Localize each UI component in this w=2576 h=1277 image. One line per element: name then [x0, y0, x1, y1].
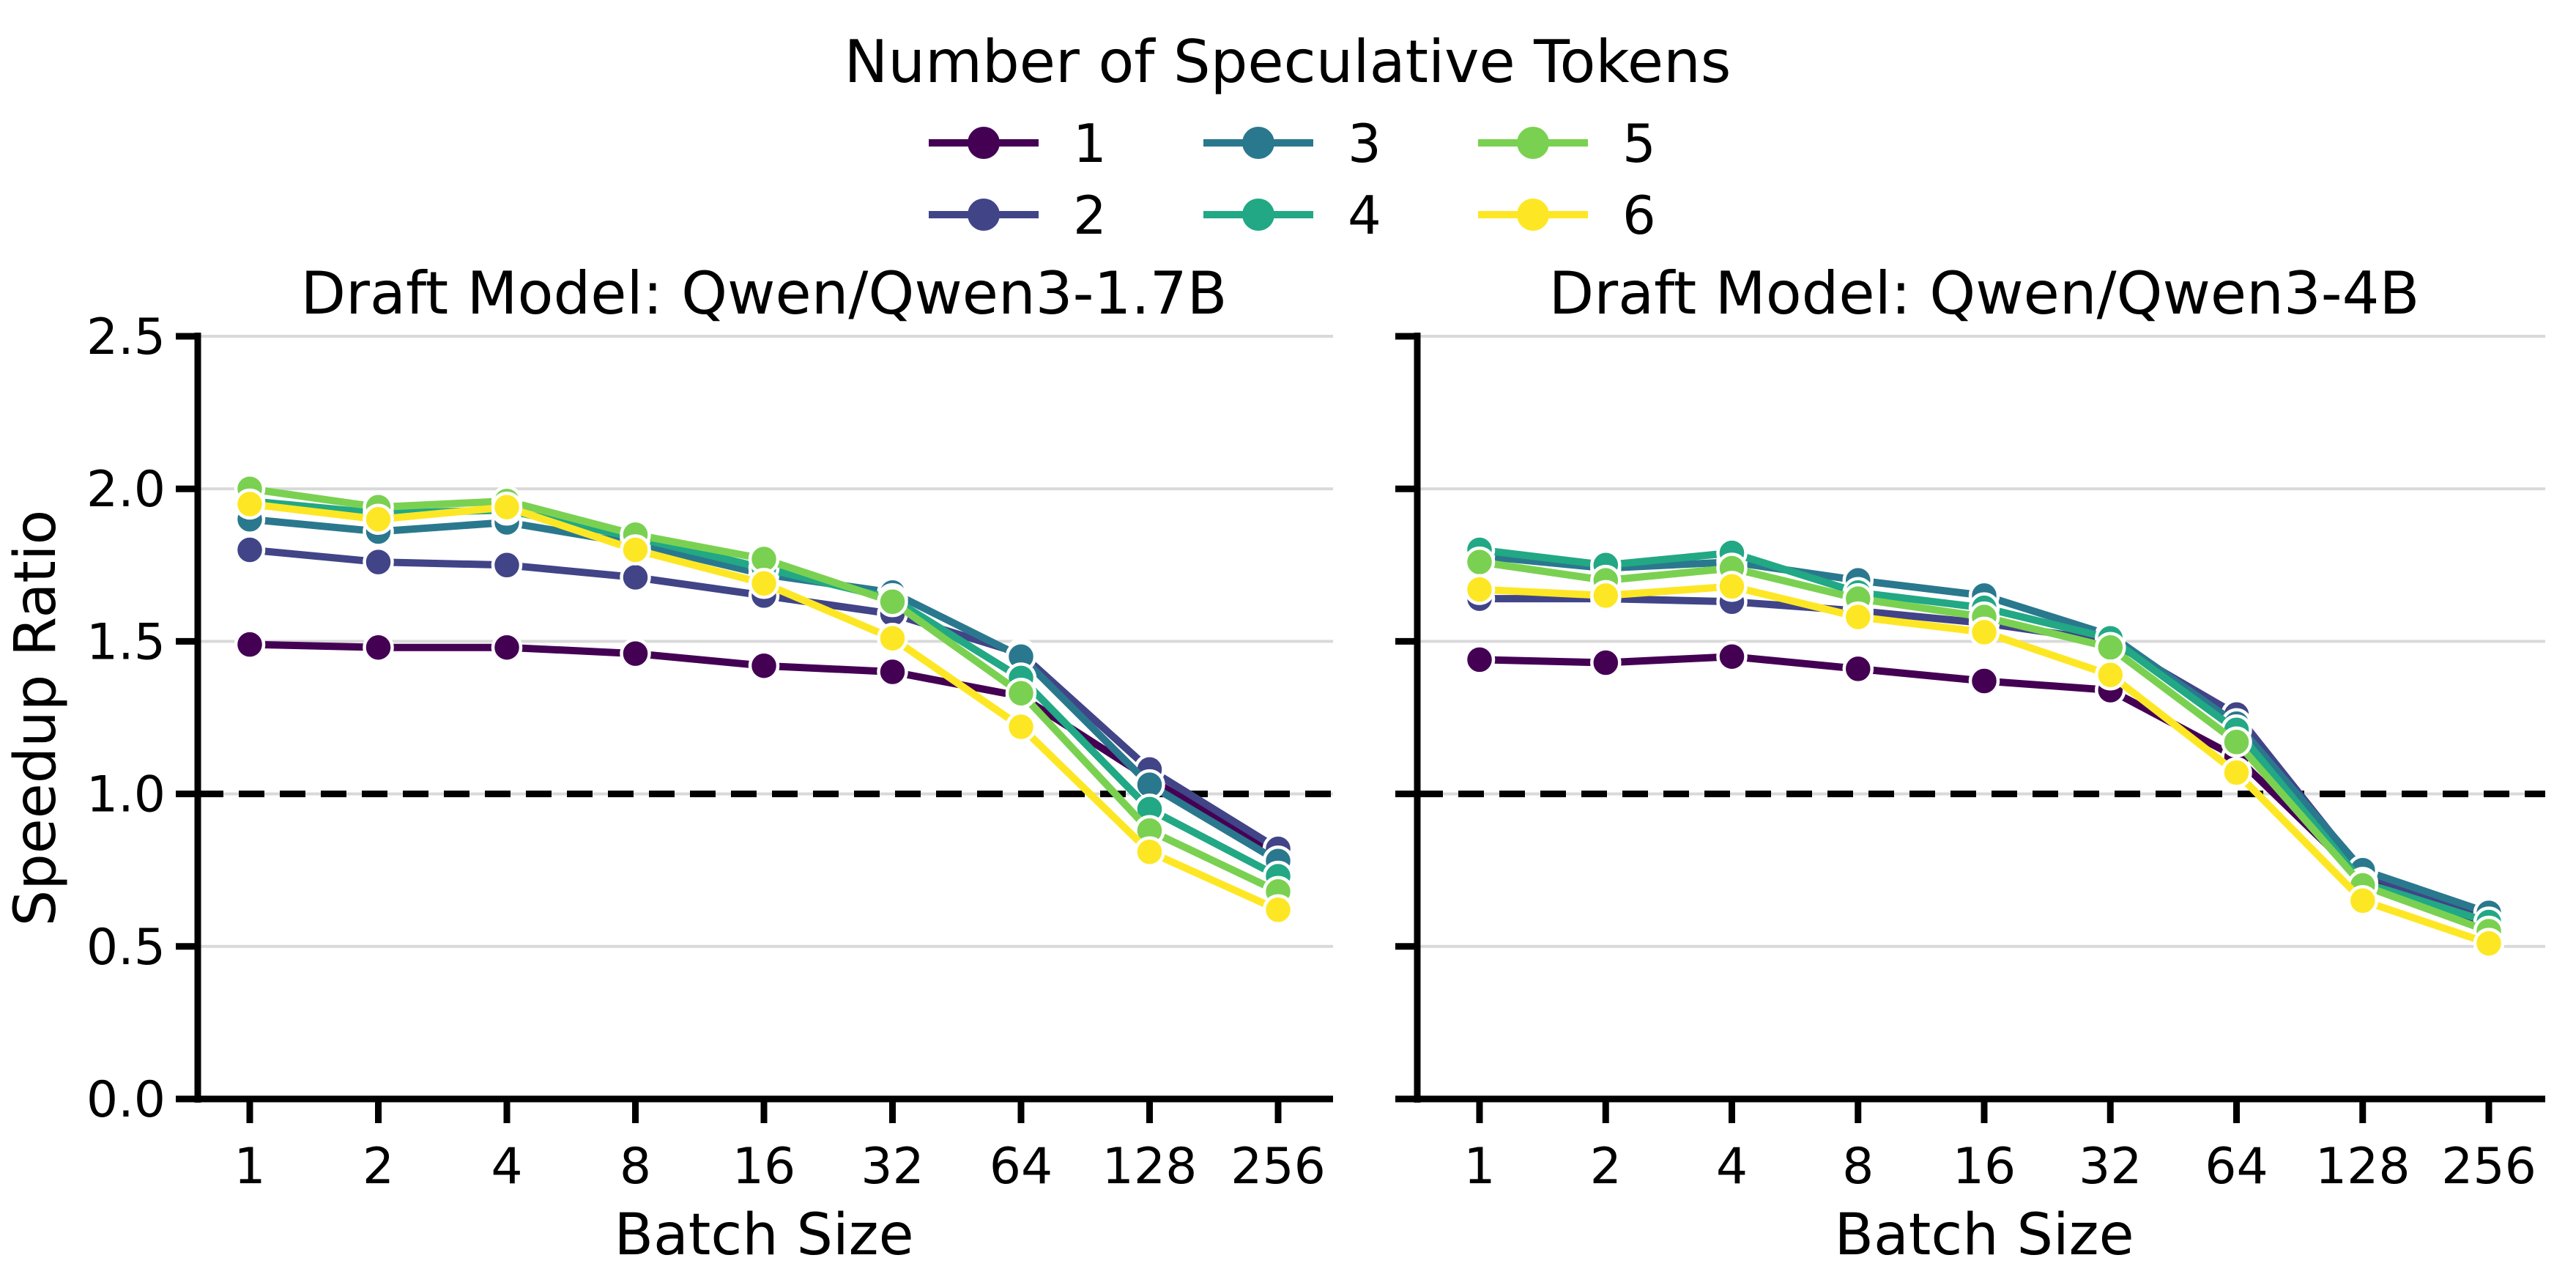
legend-marker-dot [1242, 199, 1274, 231]
panel-left: 0.0 0.5 1.0 1.5 2.0 2.5 1 2 4 8 16 32 64 128 256 Draft … [3, 259, 1333, 1268]
data-point [1005, 711, 1037, 743]
data-point [748, 568, 780, 599]
data-point [877, 656, 908, 688]
x-tick-label: 256 [2441, 1138, 2536, 1196]
data-point [620, 534, 651, 566]
legend-item-3: 3 [1203, 113, 1381, 174]
y-axis-label: Speedup Ratio [3, 510, 69, 927]
x-tick-label: 2 [363, 1138, 394, 1196]
data-point [1134, 836, 1165, 867]
panel-title: Draft Model: Qwen/Qwen3-1.7B [300, 259, 1227, 327]
data-point [877, 586, 908, 618]
data-point [234, 488, 266, 520]
x-tick-label: 1 [1463, 1138, 1495, 1196]
data-point [1716, 571, 1748, 602]
data-point [1842, 653, 1874, 685]
legend-item-label: 4 [1348, 185, 1381, 246]
legend-item-2: 2 [929, 185, 1107, 246]
data-point [1968, 616, 2000, 648]
data-point [2095, 632, 2126, 663]
x-axis-label: Batch Size [1834, 1202, 2134, 1268]
x-tick-label: 32 [861, 1138, 924, 1196]
x-tick-label: 16 [1953, 1138, 2016, 1196]
data-point [748, 650, 780, 681]
x-tick-label: 128 [1102, 1138, 1198, 1196]
x-axis-label: Batch Size [614, 1202, 913, 1268]
data-point [363, 546, 394, 578]
panel-right: 1 2 4 8 16 32 64 128 256 Draft Model: Qwen/Qwen3-… [1395, 259, 2545, 1268]
legend-marker-dot [1517, 127, 1549, 159]
panel-title: Draft Model: Qwen/Qwen3-4B [1549, 259, 2420, 327]
x-tick-label: 8 [620, 1138, 651, 1196]
data-point [2473, 928, 2505, 959]
x-tick-label: 2 [1590, 1138, 1622, 1196]
x-tick-label: 1 [234, 1138, 265, 1196]
data-point [491, 491, 523, 523]
data-point [1590, 580, 1622, 612]
data-point [877, 622, 908, 654]
data-point [1463, 574, 1496, 605]
legend-title: Number of Speculative Tokens [845, 28, 1731, 96]
legend-marker-dot [1242, 127, 1274, 159]
x-tick-label: 8 [1842, 1138, 1874, 1196]
legend-item-label: 2 [1073, 185, 1107, 246]
legend-marker-dot [1517, 199, 1549, 231]
data-point [2221, 757, 2252, 788]
legend-item-label: 3 [1348, 113, 1381, 174]
y-tick-label: 2.5 [86, 308, 166, 366]
data-point [620, 637, 651, 670]
x-tick-label: 64 [2205, 1138, 2268, 1196]
y-tick-label: 1.0 [86, 766, 166, 824]
data-point [1842, 601, 1874, 633]
legend-item-1: 1 [929, 113, 1107, 174]
y-tick-label: 2.0 [86, 461, 166, 519]
data-point [1463, 644, 1496, 675]
legend-item-6: 6 [1478, 185, 1656, 246]
legend-item-4: 4 [1203, 185, 1381, 246]
data-point [2347, 885, 2379, 917]
y-tick-label: 0.5 [86, 919, 166, 977]
data-point [1463, 546, 1496, 578]
legend-marker-dot [968, 127, 1000, 159]
legend-item-label: 5 [1622, 113, 1656, 174]
data-point [491, 632, 523, 663]
x-tick-label: 128 [2315, 1138, 2410, 1196]
data-point [620, 561, 651, 593]
x-tick-label: 4 [491, 1138, 522, 1196]
data-point [1590, 647, 1622, 678]
data-point [363, 503, 394, 536]
x-tick-label: 32 [2079, 1138, 2142, 1196]
legend-item-label: 6 [1622, 185, 1656, 246]
data-point [1262, 894, 1294, 926]
legend: Number of Speculative Tokens 1 2 3 4 5 6 [845, 28, 1731, 246]
legend-item-5: 5 [1478, 113, 1656, 174]
y-tick-label: 0.0 [86, 1071, 166, 1129]
legend-marker-dot [968, 199, 1000, 231]
data-point [363, 632, 394, 663]
x-tick-label: 4 [1716, 1138, 1748, 1196]
y-tick-label: 1.5 [86, 613, 166, 671]
data-point [1005, 677, 1037, 709]
data-point [1968, 665, 2000, 697]
data-point [491, 549, 523, 581]
data-point [1716, 640, 1748, 673]
x-tick-label: 256 [1231, 1138, 1326, 1196]
data-point [2095, 659, 2126, 691]
legend-item-label: 1 [1073, 113, 1107, 174]
data-point [234, 534, 266, 566]
data-point [234, 629, 266, 660]
x-tick-label: 16 [732, 1138, 796, 1196]
x-tick-label: 64 [990, 1138, 1053, 1196]
data-point [2221, 726, 2252, 758]
